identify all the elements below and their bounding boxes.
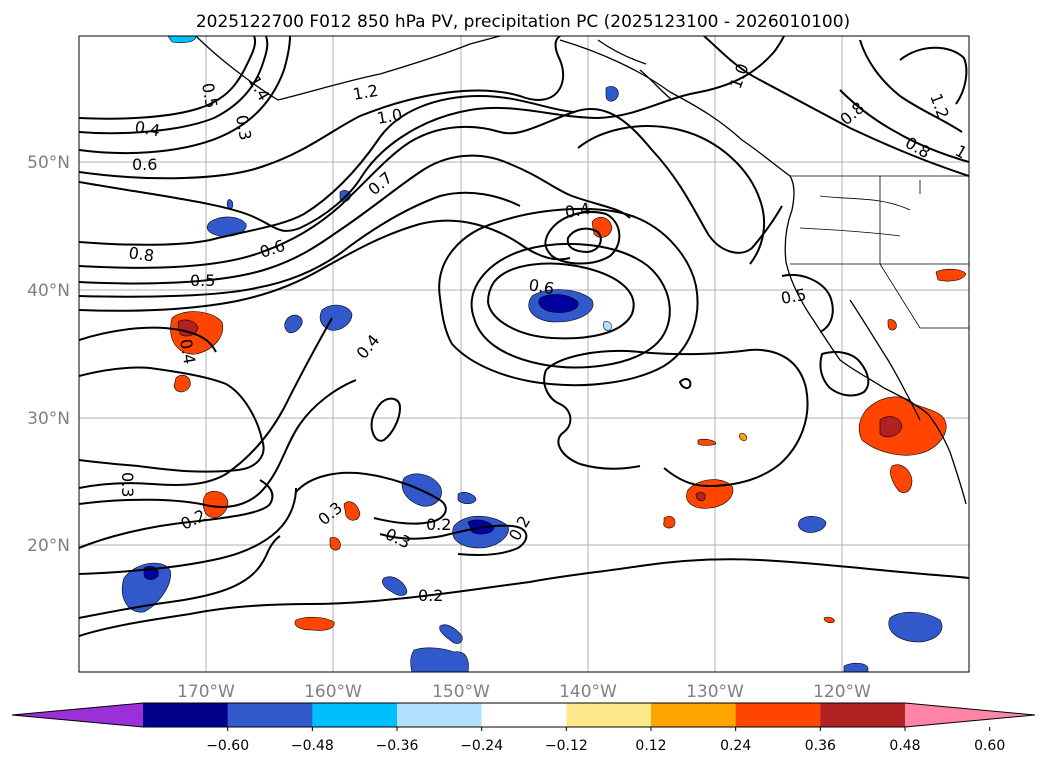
contour-label: 0.2	[426, 515, 451, 534]
colorbar-extend-low	[12, 703, 143, 727]
contour-label: 0.3	[118, 472, 137, 497]
contour-label: 1.2	[351, 81, 379, 104]
contour-label: 0.3	[232, 113, 255, 141]
lat-labels: 50°N 40°N 30°N 20°N	[27, 153, 70, 556]
lat-label: 40°N	[27, 281, 70, 301]
colorbar-segment	[397, 703, 483, 727]
map-panel: 0.4 0.6 0.8 0.5 0.6 0.7 1.0 1.2 1.4 0.5 …	[78, 35, 970, 673]
lon-labels: 170°W 160°W 150°W 140°W 130°W 120°W	[177, 682, 871, 702]
contour-label: 0.8	[127, 243, 155, 265]
colorbar-tick-label: −0.12	[545, 738, 588, 754]
colorbar-outline	[11, 702, 1036, 728]
contour-label: 0.2	[418, 586, 443, 605]
contour-label: 0.5	[779, 285, 807, 308]
colorbar-segment	[481, 703, 567, 727]
contour-label: 0.4	[563, 199, 591, 222]
contour-label: 1.0	[375, 105, 403, 128]
colorbar-tick-label: 0.24	[720, 738, 751, 754]
contour-label: 0.4	[176, 337, 199, 365]
contour-label: 0.5	[190, 271, 215, 290]
contour-label: 0.6	[132, 155, 157, 174]
map-frame	[78, 35, 970, 673]
lon-label: 170°W	[177, 682, 235, 702]
colorbar-segment	[312, 703, 398, 727]
contour-label: 0.5	[198, 81, 221, 109]
colorbar-tick-label: 0.60	[974, 738, 1005, 754]
colorbar-segment	[735, 703, 821, 727]
colorbar-tick-label: 0.48	[889, 738, 920, 754]
colorbar-tick-label: −0.36	[376, 738, 419, 754]
lon-label: 120°W	[813, 682, 871, 702]
coastlines	[195, 36, 969, 505]
lon-label: 130°W	[686, 682, 744, 702]
colorbar-tick-label: −0.48	[291, 738, 334, 754]
lat-label: 50°N	[27, 153, 70, 173]
colorbar-tick-label: −0.60	[206, 738, 249, 754]
colorbar-segment	[820, 703, 906, 727]
contour-label: 0.4	[133, 117, 161, 140]
contour-label: 0.6	[527, 275, 555, 298]
lat-label: 30°N	[27, 409, 70, 429]
colorbar-segment	[651, 703, 737, 727]
colorbar-segment	[227, 703, 313, 727]
lon-label: 140°W	[559, 682, 617, 702]
colorbar-segment	[143, 703, 229, 727]
colorbar-tick-label: 0.12	[635, 738, 666, 754]
lon-label: 160°W	[304, 682, 362, 702]
pv-contours	[79, 36, 969, 637]
colorbar-extend-high	[905, 703, 1035, 727]
map-background	[79, 36, 969, 672]
colorbar: −0.60 −0.48 −0.36 −0.24 −0.12 0.12 0.24 0.36 0.4…	[11, 702, 1036, 754]
chart-title: 2025122700 F012 850 hPa PV, precipitatio…	[196, 12, 850, 32]
colorbar-tick-label: 0.36	[805, 738, 836, 754]
lon-label: 150°W	[432, 682, 490, 702]
colorbar-segment	[566, 703, 652, 727]
precip-negative-patches	[122, 36, 943, 672]
lat-label: 20°N	[27, 536, 70, 556]
colorbar-tick-label: −0.24	[460, 738, 503, 754]
